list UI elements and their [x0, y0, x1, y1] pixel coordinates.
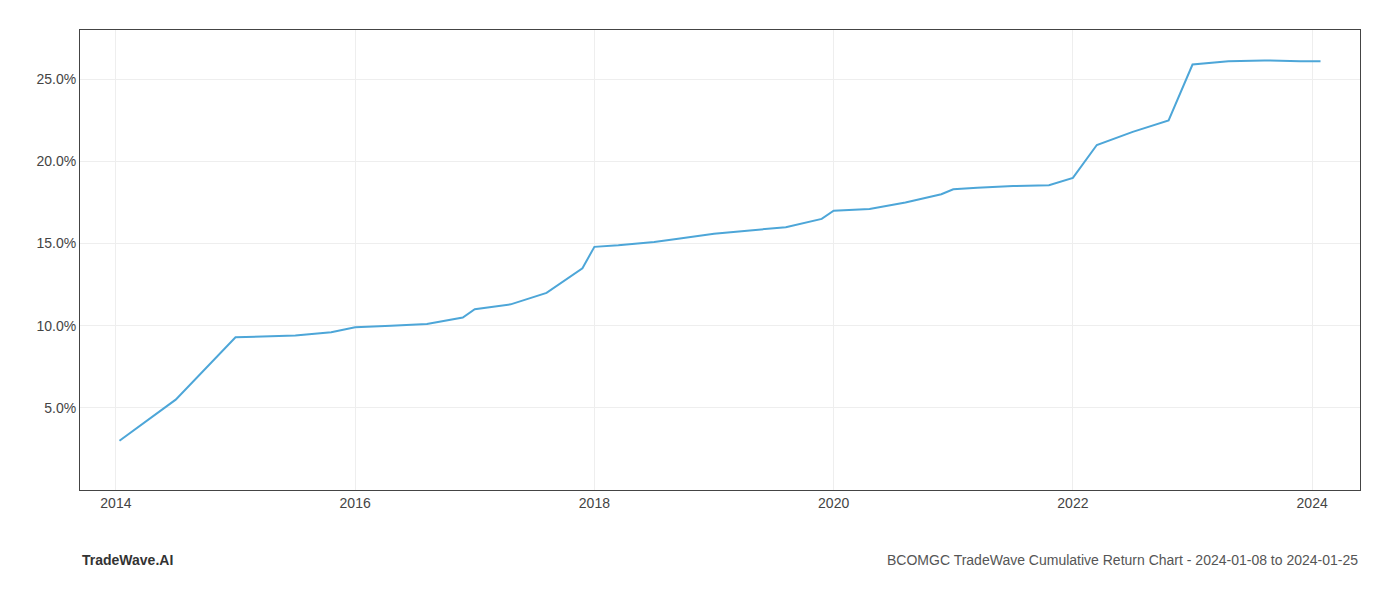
svg-text:2018: 2018 — [579, 495, 610, 511]
svg-text:TradeWave.AI: TradeWave.AI — [82, 552, 173, 568]
svg-text:10.0%: 10.0% — [36, 318, 76, 334]
svg-text:2022: 2022 — [1057, 495, 1088, 511]
svg-text:15.0%: 15.0% — [36, 235, 76, 251]
svg-text:2020: 2020 — [818, 495, 849, 511]
svg-text:2016: 2016 — [340, 495, 371, 511]
svg-text:20.0%: 20.0% — [36, 153, 76, 169]
svg-text:2014: 2014 — [100, 495, 131, 511]
svg-text:BCOMGC TradeWave Cumulative Re: BCOMGC TradeWave Cumulative Return Chart… — [887, 552, 1358, 568]
svg-text:5.0%: 5.0% — [44, 400, 76, 416]
svg-text:2024: 2024 — [1297, 495, 1328, 511]
svg-text:25.0%: 25.0% — [36, 71, 76, 87]
